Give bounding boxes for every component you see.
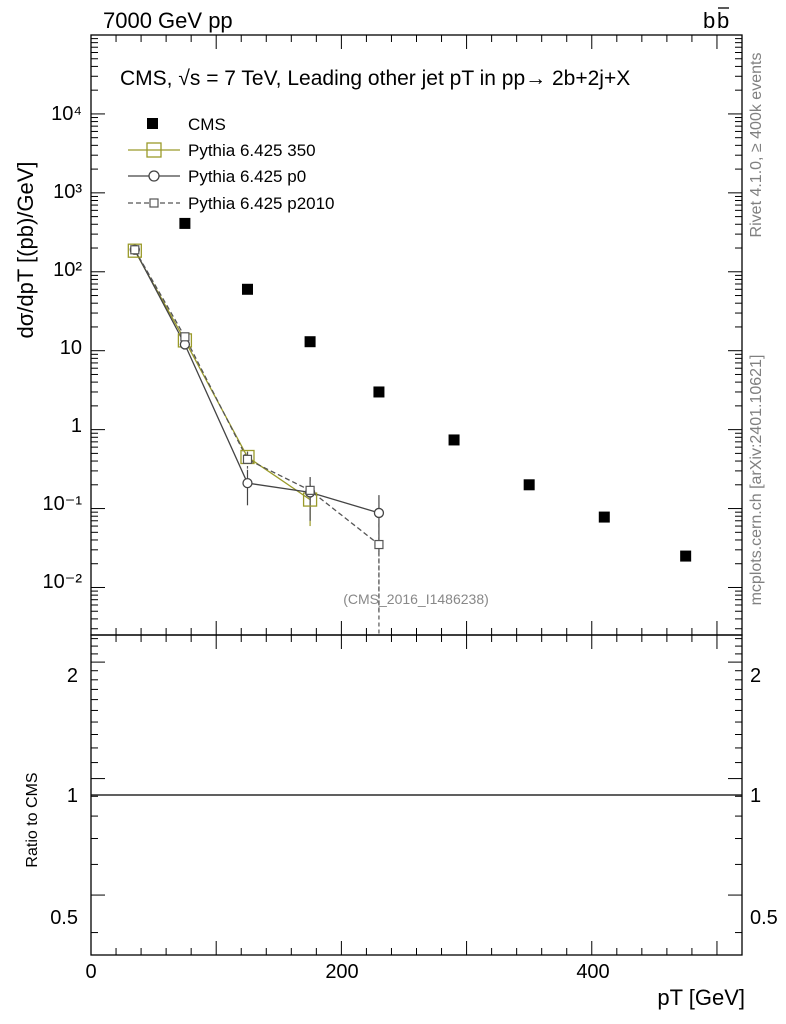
data-point-cms-4	[448, 434, 460, 446]
data-point-cms-3	[373, 386, 385, 398]
ratio-ytick-label-2: 2	[67, 665, 78, 687]
header-collision-label: 7000 GeV pp	[103, 8, 233, 33]
header-process-label-bar: b	[717, 8, 729, 33]
legend-label-pythia-p0: Pythia 6.425 p0	[188, 167, 306, 186]
ratio-ytick-label-1-right: 1	[750, 785, 761, 807]
legend-marker-pythia-p2010	[149, 198, 159, 208]
data-point-pythiap2010-4	[374, 539, 384, 550]
series-markers	[127, 217, 692, 562]
main-ytick-label-1e-1: 10⁻¹	[43, 493, 83, 515]
main-ytick-label-1e-2: 10⁻²	[43, 571, 83, 593]
main-ytick-label-1e2: 10²	[53, 259, 82, 281]
data-point-pythiap2010-3	[305, 485, 315, 495]
data-point-cms-0	[179, 217, 191, 229]
xtick-label-0: 0	[85, 961, 96, 983]
rivet-version-label: Rivet 4.1.0, ≥ 400k events	[748, 53, 765, 238]
ratio-y-ticks	[91, 638, 742, 934]
header-process-label: b	[703, 8, 715, 33]
ratio-ytick-label-2-right: 2	[750, 665, 761, 687]
ratio-ytick-label-1: 1	[67, 785, 78, 807]
series-lines	[134, 249, 380, 546]
data-point-pythiap2010-1	[180, 332, 190, 342]
legend-label-cms: CMS	[188, 115, 226, 134]
plot-title: CMS, √s = 7 TeV, Leading other jet pT in…	[120, 67, 630, 90]
legend-label-pythia-p2010: Pythia 6.425 p2010	[188, 194, 335, 213]
data-point-pythiap2010-0	[130, 245, 140, 255]
series-line-2	[134, 249, 380, 514]
legend-marker-pythia-350	[146, 142, 162, 158]
ratio-ytick-label-0.5: 0.5	[50, 907, 78, 929]
xtick-label-200: 200	[325, 961, 358, 983]
data-point-pythia350-0	[127, 243, 142, 258]
data-point-cms-2	[304, 336, 316, 348]
main-ytick-label-10: 10	[60, 337, 82, 359]
analysis-id-watermark: (CMS_2016_I1486238)	[343, 591, 489, 607]
series-line-1	[134, 250, 311, 501]
series-error-bars	[184, 333, 380, 635]
data-point-cms-1	[241, 283, 253, 295]
data-point-cms-7	[680, 550, 692, 562]
x-axis-title: pT [GeV]	[657, 985, 745, 1010]
main-ytick-label-1e4: 10⁴	[51, 103, 82, 125]
legend: CMS Pythia 6.425 350 Pythia 6.425 p0 Pyt…	[128, 115, 335, 213]
legend-marker-cms	[147, 118, 158, 129]
legend-marker-pythia-p0	[148, 170, 160, 182]
main-y-ticks	[91, 34, 742, 630]
legend-label-pythia-350: Pythia 6.425 350	[188, 141, 316, 160]
series-line-3	[134, 249, 380, 546]
main-ytick-label-1e3: 10³	[53, 181, 82, 203]
ratio-ytick-label-0.5-right: 0.5	[750, 907, 778, 929]
xtick-label-400: 400	[576, 961, 609, 983]
main-y-axis-title: dσ/dpT [(pb)/GeV]	[13, 161, 38, 338]
data-point-cms-5	[523, 479, 535, 491]
data-point-cms-6	[598, 511, 610, 523]
data-point-pythiap0-2	[242, 477, 253, 489]
data-point-pythiap2010-2	[242, 454, 253, 464]
data-point-pythiap0-4	[373, 507, 385, 519]
mcplots-reference-label: mcplots.cern.ch [arXiv:2401.10621]	[748, 355, 765, 606]
main-ytick-label-1: 1	[71, 415, 82, 437]
ratio-y-axis-title: Ratio to CMS	[24, 772, 41, 867]
x-ticks	[90, 35, 743, 955]
